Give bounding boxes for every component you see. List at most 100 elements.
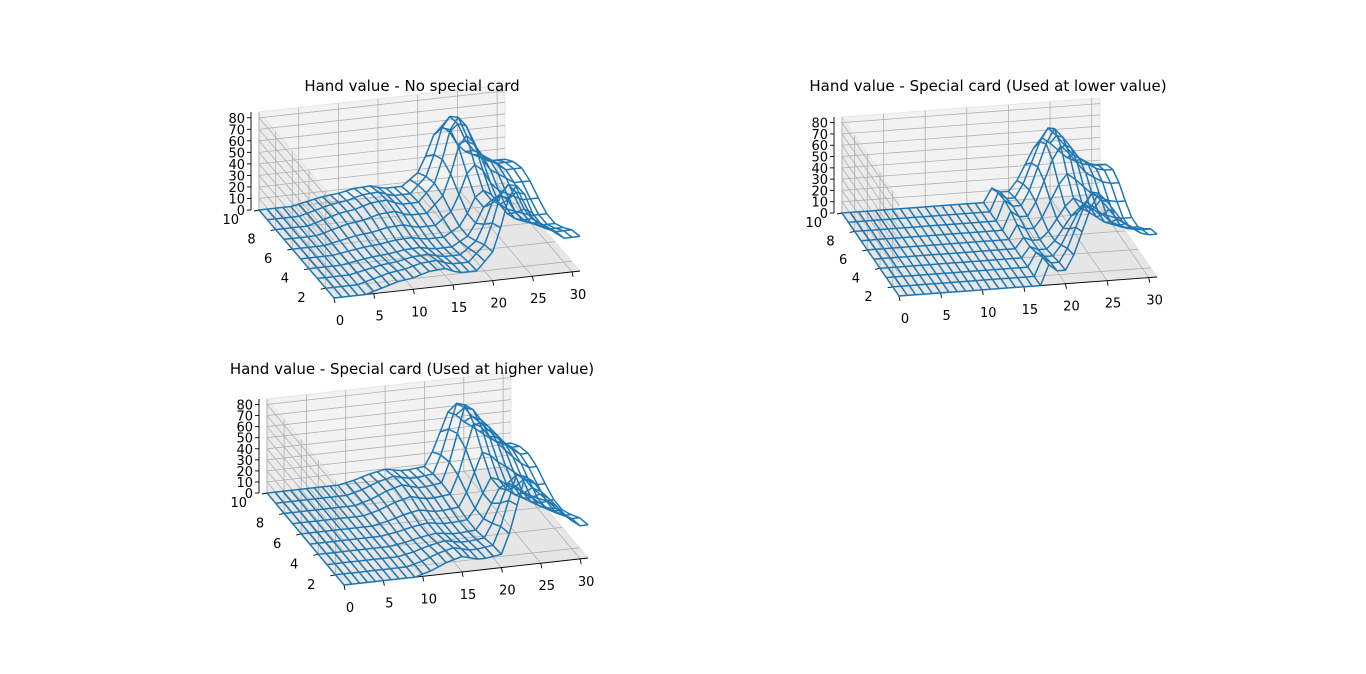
wire-col [924,206,983,291]
y-tick [320,287,326,290]
wire-col [290,206,367,295]
y-tick [836,212,843,215]
z-tick-label: 30 [228,169,245,184]
wire-col [368,473,447,564]
wire-col [376,471,455,561]
y-tick-label: 10 [222,213,239,228]
subplot-special-card-lower: 0 5 10 15 20 25 3024681001020304050607080Hand … [805,77,1166,327]
wire-row [325,183,572,289]
x-tick-label: 10 [980,306,997,321]
y-tick [887,286,893,289]
x-tick [492,280,495,286]
x-tick-label: 20 [490,297,507,312]
wire-col [907,207,967,292]
wire-col [455,406,534,491]
wire-row [326,482,571,566]
z-tick-label: 80 [811,117,828,132]
x-tick-label: 20 [1063,300,1080,315]
z-gridline [841,182,1101,285]
z-gridline [841,137,1101,240]
x-tick [1148,277,1151,283]
x-tick-label: 15 [460,588,477,603]
wire-col [932,205,992,290]
z-gridline [258,136,506,253]
x-tick [898,295,901,302]
x-tick-label: 10 [420,592,437,607]
x-tick-label: 0 [901,312,909,327]
x-tick-label: 25 [1105,297,1122,312]
wire-col [425,153,501,229]
wire-col [974,202,1033,287]
wire-col [282,490,361,584]
x-tick [452,284,455,291]
wire-col [329,194,406,281]
surface-wireframe [258,115,581,299]
z-tick-label: 20 [236,465,253,480]
wire-row [266,411,512,494]
wire-row [292,164,539,250]
wire-col [502,443,581,527]
z-gridline [841,159,1101,263]
wire-col [496,159,573,238]
wire-col [1041,127,1099,209]
x-tick [412,289,415,295]
wire-row [841,136,1101,214]
y-tick [253,209,260,212]
wire-col [274,207,351,297]
surface-wireframe [266,402,589,586]
z-tick-label: 0 [245,487,253,502]
z-gridline [266,377,512,497]
wire-col [258,209,335,299]
z-tick-label: 0 [237,204,245,219]
wire-col [1007,190,1067,271]
wire-col [447,402,526,489]
wire-col [457,140,533,215]
z-tick-label: 50 [236,432,253,447]
wire-col [849,211,908,296]
wire-col [409,178,486,262]
wire-col [991,187,1050,266]
wire-col [432,451,510,535]
wire-col [282,206,359,296]
y-tick-label: 2 [307,578,315,593]
wire-col [274,491,353,585]
z-tick-label: 80 [236,399,253,414]
x-tick-label: 20 [499,584,516,599]
x-tick-label: 5 [376,310,384,325]
wire-col [417,172,494,253]
wire-col [306,201,383,289]
x-tick [1023,286,1026,292]
x-tick-label: 15 [451,301,468,316]
y-tick-label: 4 [852,271,860,286]
x-tick [422,576,425,582]
y-tick-label: 8 [247,233,255,248]
subplot-no-special-card: 0 5 10 15 20 25 3024681001020304050607080Hand … [222,77,586,329]
y-tick [279,513,285,515]
z-tick-label: 50 [811,151,828,166]
wire-col [440,115,517,202]
wire-col [1091,164,1150,236]
x-tick [1065,283,1067,289]
x-tick [333,297,336,304]
x-tick [382,580,385,586]
x-tick-label: 30 [578,575,595,590]
wire-row [335,473,580,576]
wire-col [305,488,384,582]
z-gridline [841,148,1101,252]
z-tick-label: 40 [228,158,245,173]
wire-col [377,186,454,272]
z-tick-label: 30 [811,173,828,188]
wire-col [297,489,377,582]
wire-col [423,465,502,555]
wire-col [949,204,1008,289]
wire-row [867,173,1126,251]
wire-col [400,470,479,560]
wire-col [266,492,345,586]
wire-col [353,187,430,272]
wire-col [966,203,1025,288]
wire-col [392,469,471,559]
y-tick-label: 2 [297,291,305,306]
wire-row [317,193,564,280]
z-gridline [841,125,1101,229]
y-tick [849,231,855,233]
